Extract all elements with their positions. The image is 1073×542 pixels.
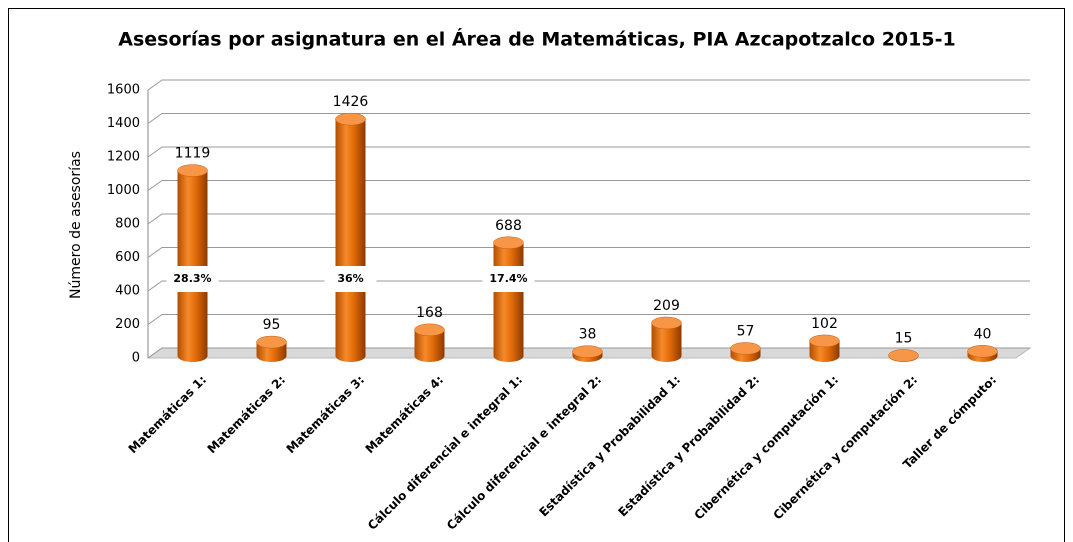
bar-top bbox=[335, 112, 366, 126]
bar bbox=[493, 236, 524, 362]
value-label: 688 bbox=[495, 218, 522, 234]
grid-line bbox=[147, 213, 1030, 225]
bar-top bbox=[256, 335, 287, 349]
bar-body bbox=[414, 329, 445, 362]
bar bbox=[809, 334, 840, 362]
y-tick-label: 800 bbox=[115, 217, 140, 232]
bar bbox=[888, 349, 919, 362]
y-tick-label: 400 bbox=[115, 284, 140, 299]
bar-top bbox=[572, 345, 603, 358]
value-label: 15 bbox=[895, 330, 913, 346]
grid-line bbox=[147, 314, 1030, 325]
bar bbox=[572, 345, 603, 362]
value-label: 1119 bbox=[175, 146, 211, 162]
grid-line bbox=[147, 280, 1030, 292]
share-label-box bbox=[166, 266, 219, 292]
share-label-box bbox=[482, 266, 535, 292]
bar bbox=[651, 316, 682, 362]
value-label: 102 bbox=[811, 316, 838, 332]
chart-title: Asesorías por asignatura en el Área de M… bbox=[118, 28, 955, 51]
value-label: 95 bbox=[263, 317, 281, 333]
share-label: 17.4% bbox=[489, 272, 527, 285]
y-axis-title: Número de asesorías bbox=[68, 151, 84, 299]
y-tick-label: 1000 bbox=[107, 183, 140, 198]
grid-line bbox=[147, 180, 1030, 191]
value-label: 57 bbox=[737, 323, 755, 339]
share-label: 28.3% bbox=[173, 272, 211, 285]
grid-line bbox=[147, 79, 1030, 91]
bar-body bbox=[335, 119, 366, 363]
share-label: 36% bbox=[337, 272, 363, 285]
bar-body bbox=[651, 322, 682, 362]
grid-line bbox=[147, 146, 1030, 158]
y-tick-label: 1200 bbox=[107, 150, 140, 165]
y-tick-label: 600 bbox=[115, 250, 140, 265]
bar bbox=[256, 335, 287, 362]
bar-top bbox=[730, 342, 761, 355]
y-tick-label: 200 bbox=[115, 317, 140, 332]
value-label: 168 bbox=[416, 305, 443, 321]
grid-line bbox=[147, 113, 1030, 124]
bar-top bbox=[651, 316, 682, 330]
bar bbox=[335, 112, 366, 363]
value-label: 38 bbox=[579, 327, 597, 343]
bar bbox=[730, 342, 761, 362]
bar-top bbox=[414, 323, 445, 337]
bar-top bbox=[888, 349, 919, 362]
bar-top bbox=[493, 236, 524, 250]
y-tick-label: 1600 bbox=[107, 83, 140, 98]
share-label-box bbox=[324, 266, 377, 292]
value-label: 209 bbox=[653, 298, 680, 314]
y-tick-label: 1400 bbox=[107, 116, 140, 131]
bar-top bbox=[809, 334, 840, 348]
bar-body bbox=[493, 242, 524, 362]
value-label: 1426 bbox=[333, 94, 369, 110]
bar bbox=[967, 345, 998, 362]
value-label: 40 bbox=[974, 326, 992, 342]
bar-top bbox=[967, 345, 998, 358]
grid-line bbox=[147, 247, 1030, 258]
y-tick-label: 0 bbox=[132, 351, 140, 366]
bar-top bbox=[177, 164, 208, 177]
bar bbox=[177, 164, 208, 362]
bar bbox=[414, 323, 445, 362]
